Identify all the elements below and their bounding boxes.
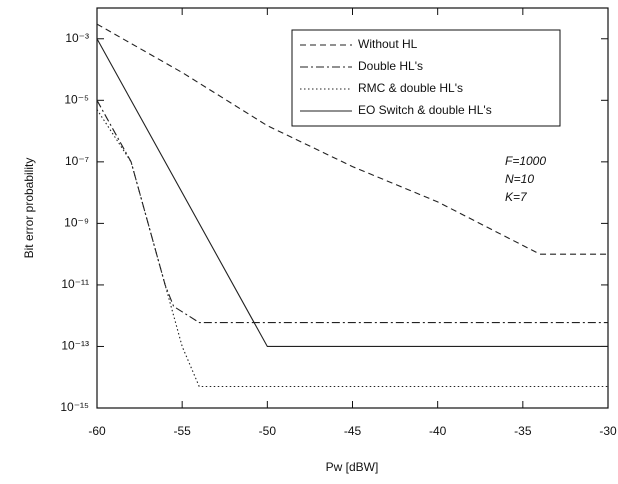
- x-tick-label: -50: [259, 424, 277, 438]
- legend-label: EO Switch & double HL's: [358, 103, 492, 117]
- series-line: [96, 23, 608, 255]
- y-tick-label: 10⁻¹⁵: [60, 400, 89, 414]
- annotation: N=10: [505, 172, 534, 186]
- x-tick-label: -60: [88, 424, 106, 438]
- series-line: [96, 38, 608, 348]
- x-tick-label: -35: [514, 424, 532, 438]
- annotation: K=7: [505, 190, 528, 204]
- y-axis-label: Bit error probability: [22, 158, 36, 259]
- y-tick-label: 10⁻⁷: [65, 154, 89, 168]
- x-tick-label: -40: [429, 424, 447, 438]
- x-tick-label: -45: [344, 424, 362, 438]
- legend-box: [291, 29, 561, 127]
- y-tick-label: 10⁻⁵: [64, 92, 89, 106]
- legend-label: RMC & double HL's: [358, 81, 463, 95]
- annotation: F=1000: [505, 154, 546, 168]
- legend-label: Double HL's: [358, 59, 423, 73]
- x-tick-label: -30: [599, 424, 617, 438]
- series-line: [96, 100, 608, 324]
- legend-label: Without HL: [358, 37, 418, 51]
- x-tick-label: -55: [173, 424, 191, 438]
- y-tick-label: 10⁻⁹: [64, 216, 89, 230]
- y-tick-label: 10⁻¹¹: [61, 277, 89, 291]
- x-axis-label: Pw [dBW]: [326, 460, 379, 474]
- y-tick-label: 10⁻³: [65, 31, 89, 45]
- series-line: [96, 109, 608, 388]
- y-tick-label: 10⁻¹³: [61, 339, 89, 353]
